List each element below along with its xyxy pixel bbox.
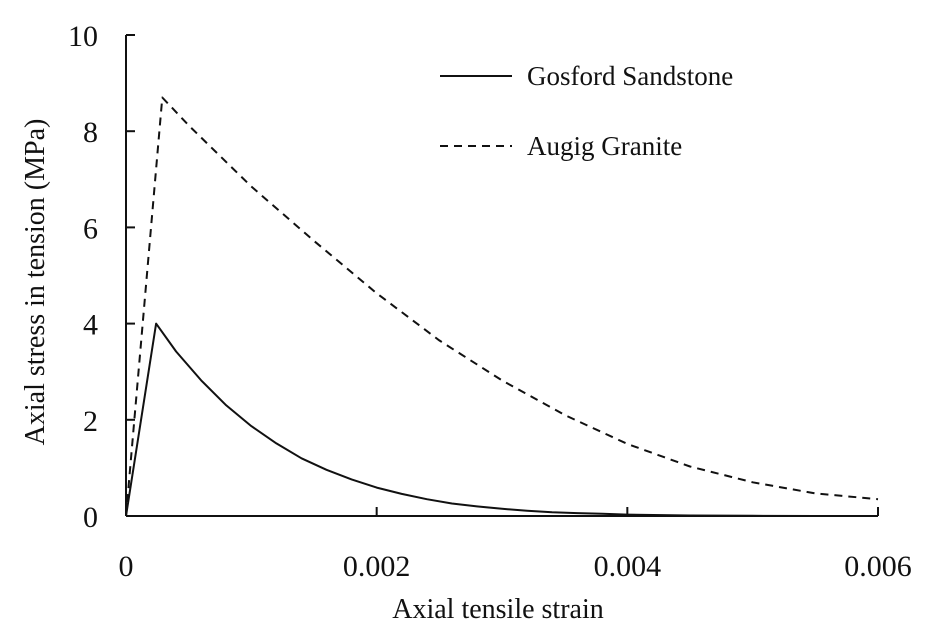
- y-axis-title: Axial stress in tension (MPa): [20, 119, 51, 446]
- legend: Gosford Sandstone Augig Granite: [440, 61, 733, 161]
- y-tick-label: 8: [83, 116, 98, 149]
- y-tick-label: 4: [83, 309, 98, 342]
- y-axis-title-group: Axial stress in tension (MPa): [20, 119, 51, 446]
- x-tick-label: 0.002: [343, 550, 411, 583]
- y-tick-label: 6: [83, 212, 98, 245]
- series-line-augig-granite: [125, 96, 879, 517]
- y-tick-label: 10: [68, 20, 98, 53]
- y-tick-label: 2: [83, 405, 98, 438]
- legend-label: Augig Granite: [527, 131, 682, 161]
- axes: 0 2 4 6 8 10 0 0.002 0.004 0.006: [68, 20, 912, 583]
- x-axis-title: Axial tensile strain: [392, 594, 604, 625]
- y-tick-label: 0: [83, 501, 98, 534]
- series-line-gosford-sandstone: [125, 322, 878, 517]
- x-tick-label: 0: [119, 550, 134, 583]
- legend-label: Gosford Sandstone: [527, 61, 733, 91]
- x-tick-label: 0.006: [844, 550, 912, 583]
- series-layer: [125, 96, 879, 517]
- x-tick-label: 0.004: [594, 550, 662, 583]
